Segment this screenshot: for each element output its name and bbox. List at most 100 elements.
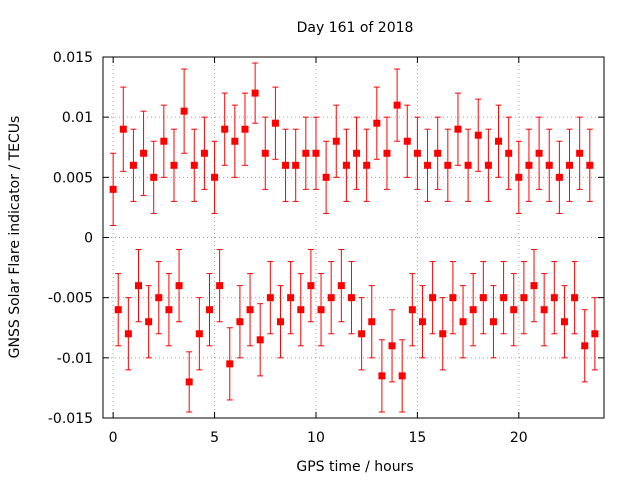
x-tick-label: 10 <box>307 430 325 446</box>
data-point <box>388 342 396 350</box>
grid-lines <box>103 57 604 418</box>
data-point <box>241 125 249 133</box>
data-point <box>484 161 492 169</box>
data-point <box>576 149 584 157</box>
data-point <box>327 294 335 302</box>
data-point <box>353 149 361 157</box>
data-point <box>251 89 259 97</box>
data-point <box>591 330 599 338</box>
data-point <box>307 282 315 290</box>
series-gnss-solar-flare-indicator <box>109 62 599 413</box>
data-point <box>302 149 310 157</box>
x-axis-title: GPS time / hours <box>296 459 413 475</box>
data-point <box>256 336 264 344</box>
data-point <box>495 137 503 145</box>
y-tick-label: -0.01 <box>57 351 93 367</box>
y-tick-label: 0.015 <box>53 50 93 66</box>
data-point <box>358 330 366 338</box>
data-point <box>500 294 508 302</box>
data-point <box>347 294 355 302</box>
data-point <box>200 149 208 157</box>
data-point <box>479 294 487 302</box>
axis-ticks: -0.015 -0.01 -0.005 0 0.005 0.01 0.015 0 5 10 15 20 <box>48 50 604 446</box>
data-point <box>505 149 513 157</box>
data-point <box>373 119 381 127</box>
data-point <box>398 372 406 380</box>
data-point <box>221 125 229 133</box>
data-point <box>246 306 254 314</box>
data-point <box>474 131 482 139</box>
y-tick-label: -0.015 <box>48 411 93 427</box>
data-point <box>540 306 548 314</box>
data-point <box>287 294 295 302</box>
data-point <box>469 306 477 314</box>
data-point <box>555 173 563 181</box>
data-point <box>418 318 426 326</box>
data-point <box>464 161 472 169</box>
data-point <box>424 161 432 169</box>
data-point <box>261 149 269 157</box>
x-tick-label: 15 <box>408 430 426 446</box>
data-point <box>515 173 523 181</box>
data-point <box>150 173 158 181</box>
data-point <box>429 294 437 302</box>
y-tick-label: 0 <box>84 231 93 247</box>
data-point <box>145 318 153 326</box>
data-point <box>368 318 376 326</box>
data-point <box>332 137 340 145</box>
data-point <box>413 149 421 157</box>
data-point <box>114 306 122 314</box>
data-point <box>393 101 401 109</box>
data-point <box>124 330 132 338</box>
data-point <box>520 294 528 302</box>
data-point <box>581 342 589 350</box>
data-point <box>185 378 193 386</box>
data-point <box>489 318 497 326</box>
data-point <box>231 137 239 145</box>
data-point <box>545 161 553 169</box>
data-point <box>439 330 447 338</box>
data-point <box>550 294 558 302</box>
data-point <box>205 306 213 314</box>
plot-frame <box>102 56 605 419</box>
chart-title: Day 161 of 2018 <box>297 20 414 36</box>
data-point <box>276 318 284 326</box>
data-point <box>211 173 219 181</box>
data-point <box>155 294 163 302</box>
data-point <box>134 282 142 290</box>
data-point <box>170 161 178 169</box>
x-tick-label: 5 <box>210 430 219 446</box>
y-tick-label: -0.005 <box>48 291 93 307</box>
data-point <box>383 149 391 157</box>
data-point <box>160 137 168 145</box>
data-point <box>322 173 330 181</box>
data-point <box>271 119 279 127</box>
data-point <box>140 149 148 157</box>
data-point <box>312 149 320 157</box>
data-point <box>530 282 538 290</box>
data-point <box>510 306 518 314</box>
data-point <box>236 318 244 326</box>
x-tick-label: 0 <box>109 430 118 446</box>
data-point <box>408 306 416 314</box>
data-point <box>342 161 350 169</box>
data-point <box>226 360 234 368</box>
data-point <box>165 306 173 314</box>
data-point <box>459 318 467 326</box>
data-point <box>337 282 345 290</box>
data-point <box>566 161 574 169</box>
data-point <box>444 161 452 169</box>
data-point <box>378 372 386 380</box>
data-point <box>434 149 442 157</box>
data-point <box>266 294 274 302</box>
data-point <box>363 161 371 169</box>
data-point <box>454 125 462 133</box>
y-axis-title: GNSS Solar Flare indicator / TECUs <box>7 116 23 359</box>
data-point <box>560 318 568 326</box>
data-point <box>175 282 183 290</box>
data-point <box>571 294 579 302</box>
x-tick-label: 20 <box>510 430 528 446</box>
data-point <box>535 149 543 157</box>
data-point <box>180 107 188 115</box>
